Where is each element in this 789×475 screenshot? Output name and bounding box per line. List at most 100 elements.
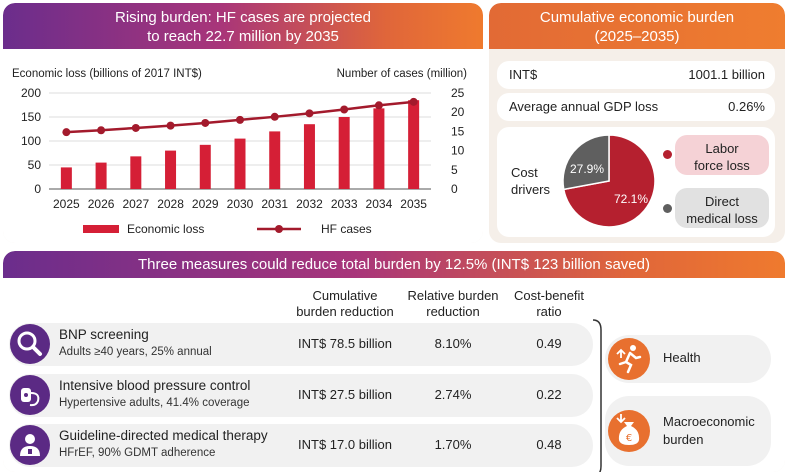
hf-cases-point — [201, 118, 210, 127]
x-tick: 2035 — [400, 197, 427, 211]
cost-drivers-line2: drivers — [511, 182, 551, 197]
measures-header: Three measures could reduce total burden… — [3, 251, 785, 278]
legend-labor-line1: Labor — [705, 141, 739, 156]
cost-drivers-box: Cost drivers 72.1% 27.9% Labor force los… — [497, 127, 775, 237]
bar — [60, 167, 72, 189]
measure-name: Intensive blood pressure control — [59, 378, 251, 393]
measure-row-bnp: BNP screening Adults ≥40 years, 25% annu… — [9, 323, 593, 366]
x-tick: 2027 — [122, 197, 149, 211]
col1-line2: burden reduction — [296, 304, 394, 319]
chart-area: Economic loss (billions of 2017 INT$) Nu… — [3, 49, 483, 243]
intl-box: INT$ 1001.1 billion — [497, 61, 775, 89]
bar — [408, 100, 420, 189]
hf-cases-point — [374, 101, 383, 110]
x-tick: 2026 — [88, 197, 115, 211]
y-tick-right: 5 — [451, 163, 458, 177]
col-header-relative: Relative burden reduction — [401, 288, 505, 320]
y-tick-left: 200 — [21, 86, 41, 100]
measure-relative: 2.74% — [434, 387, 472, 402]
legend-labor-line2: force loss — [694, 158, 750, 173]
chart-panel-header: Rising burden: HF cases are projected to… — [3, 3, 483, 49]
running-person-icon — [608, 338, 650, 380]
x-tick: 2032 — [296, 197, 323, 211]
col1-line1: Cumulative — [312, 288, 378, 303]
y-tick-right: 15 — [451, 124, 465, 138]
x-tick: 2030 — [227, 197, 254, 211]
gdp-box: Average annual GDP loss 0.26% — [497, 93, 775, 121]
bar — [234, 138, 246, 189]
hf-cases-point — [97, 126, 106, 135]
measure-name: BNP screening — [59, 327, 149, 342]
measure-sub: HFrEF, 90% GDMT adherence — [59, 447, 216, 459]
x-tick: 2025 — [53, 197, 80, 211]
pie-label-direct: 27.9% — [570, 162, 604, 176]
legend-dot-direct — [663, 204, 672, 213]
gdp-value: 0.26% — [728, 99, 765, 114]
hf-cases-point — [305, 109, 314, 118]
measure-relative: 8.10% — [434, 336, 472, 351]
hf-cases-point — [340, 105, 349, 114]
intl-label: INT$ — [509, 67, 538, 82]
x-tick: 2034 — [366, 197, 393, 211]
chart-title-line2: to reach 22.7 million by 2035 — [147, 28, 339, 45]
bar — [269, 131, 281, 189]
y-tick-right: 10 — [451, 144, 465, 158]
y-tick-left: 50 — [28, 158, 42, 172]
col2-line2: reduction — [426, 304, 480, 319]
econ-panel: Cumulative economic burden (2025–2035) I… — [489, 3, 785, 243]
measures-panel: Three measures could reduce total burden… — [3, 251, 785, 472]
measure-cumulative: INT$ 27.5 billion — [298, 387, 392, 402]
legend-direct-line2: medical loss — [686, 211, 758, 226]
chart-panel: Rising burden: HF cases are projected to… — [3, 3, 483, 243]
benefit-macro: € Macroeconomic burden — [605, 396, 771, 466]
bar — [338, 117, 350, 189]
legend-line-marker — [275, 225, 283, 233]
legend-labor: Labor force loss — [675, 135, 769, 175]
magnifier-icon — [10, 324, 50, 364]
hf-cases-point — [409, 97, 418, 106]
benefit-health: Health — [605, 335, 771, 383]
econ-title-line1: Cumulative economic burden — [539, 9, 735, 26]
measure-sub: Hypertensive adults, 41.4% coverage — [59, 397, 250, 409]
hf-cases-point — [166, 121, 175, 130]
x-tick: 2031 — [261, 197, 288, 211]
pie-slice-direct — [562, 134, 610, 191]
hf-cases-point — [236, 115, 244, 124]
benefit-macro-line2: burden — [663, 432, 704, 447]
bar — [130, 156, 142, 189]
bar — [303, 124, 315, 189]
col3-line2: ratio — [536, 304, 562, 319]
hf-cases-point — [62, 128, 71, 137]
measure-row-bp: Intensive blood pressure control Hyperte… — [9, 374, 593, 417]
measures-title: Three measures could reduce total burden… — [138, 256, 650, 273]
measure-ratio: 0.22 — [536, 387, 562, 402]
svg-text:€: € — [626, 433, 632, 444]
econ-title-line2: (2025–2035) — [594, 28, 680, 45]
chart-title-line1: Rising burden: HF cases are projected — [115, 9, 371, 26]
cost-drivers-line1: Cost — [511, 165, 538, 180]
legend-direct: Direct medical loss — [675, 188, 769, 228]
bar — [95, 162, 107, 189]
y-tick-right: 0 — [451, 182, 458, 196]
bracket — [592, 319, 602, 472]
y-tick-left: 0 — [34, 182, 41, 196]
measures-body: Cumulative burden reduction Relative bur… — [3, 278, 785, 472]
bar — [199, 144, 211, 189]
measure-sub: Adults ≥40 years, 25% annual — [59, 346, 212, 358]
benefit-macro-line1: Macroeconomic — [663, 414, 755, 429]
legend: Economic loss HF cases — [83, 222, 372, 236]
col-header-ratio: Cost-benefit ratio — [497, 288, 601, 320]
econ-panel-header: Cumulative economic burden (2025–2035) — [489, 3, 785, 49]
col-header-cumulative: Cumulative burden reduction — [285, 288, 405, 320]
legend-bar-label: Economic loss — [127, 222, 204, 236]
y-axis-left-label: Economic loss (billions of 2017 INT$) — [12, 68, 202, 80]
hf-cases-point — [270, 112, 279, 121]
intl-value: 1001.1 billion — [688, 67, 765, 82]
bar — [373, 108, 385, 189]
y-axis-right-label: Number of cases (million) — [337, 68, 468, 80]
doctor-icon — [10, 425, 50, 465]
bar — [165, 150, 177, 189]
y-tick-right: 25 — [451, 86, 465, 100]
legend-line-label: HF cases — [321, 222, 372, 236]
legend-dot-labor — [663, 150, 672, 159]
